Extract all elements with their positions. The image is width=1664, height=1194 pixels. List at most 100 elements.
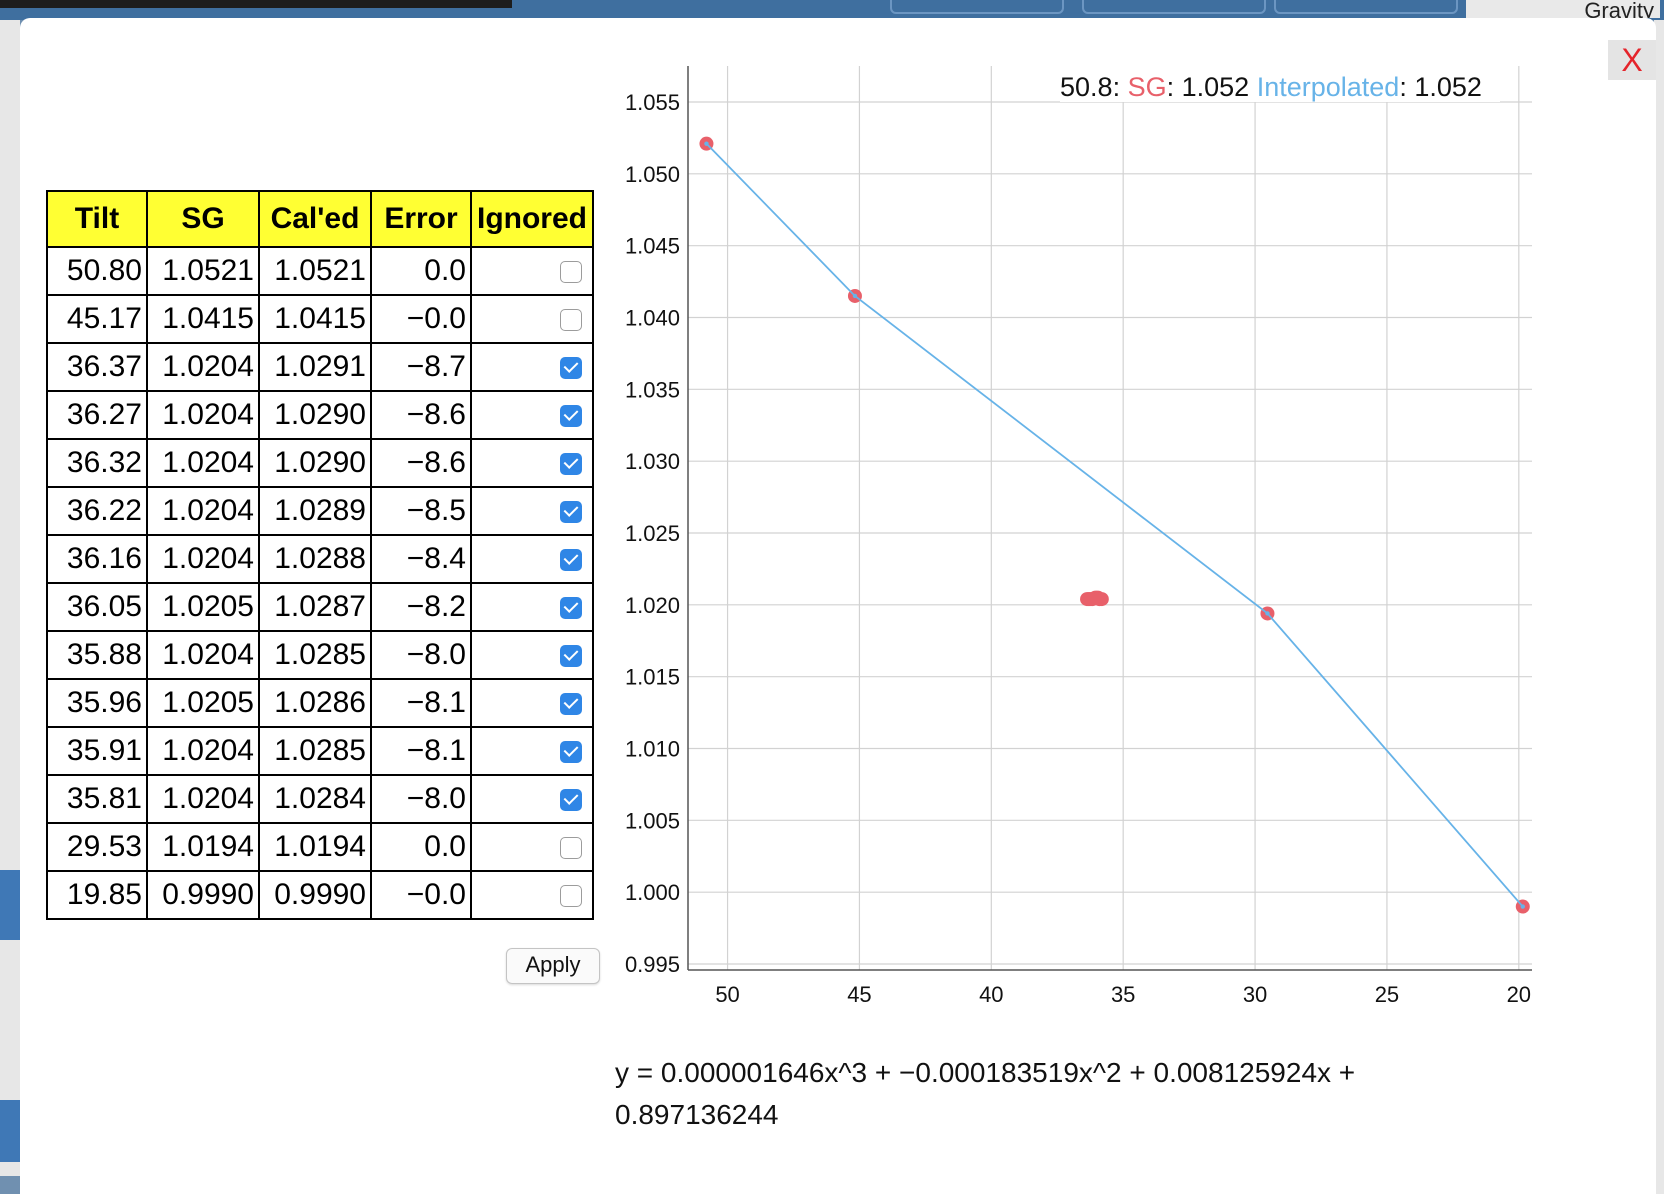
cell-sg: 1.0204 bbox=[146, 486, 260, 536]
ignored-checkbox[interactable] bbox=[560, 405, 582, 428]
cell-tilt: 36.32 bbox=[46, 438, 148, 488]
cell-caled: 1.0286 bbox=[258, 678, 372, 728]
cell-error: −8.2 bbox=[370, 582, 472, 632]
cell-caled: 1.0287 bbox=[258, 582, 372, 632]
background-tab bbox=[1274, 0, 1458, 14]
y-tick-label: 1.015 bbox=[625, 665, 680, 690]
table-row: 35.96 1.0205 1.0286 −8.1 bbox=[46, 678, 594, 728]
background-gravity-label: Gravity bbox=[1466, 0, 1660, 18]
x-tick-label: 40 bbox=[979, 982, 1003, 1007]
sg-data-point bbox=[1094, 592, 1109, 607]
ignored-checkbox[interactable] bbox=[560, 597, 582, 620]
chart-series bbox=[699, 136, 1530, 914]
cell-sg: 1.0204 bbox=[146, 390, 260, 440]
apply-button[interactable]: Apply bbox=[506, 948, 600, 984]
ignored-checkbox[interactable] bbox=[560, 693, 582, 716]
cell-caled: 1.0194 bbox=[258, 822, 372, 872]
cell-sg: 1.0204 bbox=[146, 726, 260, 776]
cell-ignored bbox=[470, 438, 594, 488]
cell-sg: 1.0204 bbox=[146, 342, 260, 392]
cell-caled: 1.0284 bbox=[258, 774, 372, 824]
x-axis-tick-labels: 50 45 40 35 30 25 20 bbox=[715, 982, 1531, 1007]
ignored-checkbox[interactable] bbox=[560, 741, 582, 764]
cell-sg: 1.0521 bbox=[146, 246, 260, 296]
cell-error: −0.0 bbox=[370, 294, 472, 344]
cell-error: −0.0 bbox=[370, 870, 472, 920]
ignored-checkbox[interactable] bbox=[560, 549, 582, 572]
cell-error: −8.5 bbox=[370, 486, 472, 536]
ignored-checkbox[interactable] bbox=[560, 309, 582, 332]
y-tick-label: 1.055 bbox=[625, 90, 680, 115]
table-header-row: Tilt SG Cal'ed Error Ignored bbox=[46, 190, 594, 248]
ignored-checkbox[interactable] bbox=[560, 261, 582, 284]
cell-caled: 1.0290 bbox=[258, 438, 372, 488]
ignored-checkbox[interactable] bbox=[560, 789, 582, 812]
background-tab bbox=[1082, 0, 1266, 14]
tooltip-colon: : bbox=[1113, 72, 1128, 102]
chart-tooltip: 50.8: SG: 1.052 Interpolated: 1.052 bbox=[1060, 60, 1500, 102]
x-tick-label: 50 bbox=[715, 982, 739, 1007]
ignored-checkbox[interactable] bbox=[560, 501, 582, 524]
calibration-dialog: X Tilt SG Cal'ed Error Ignored 50.80 1.05… bbox=[20, 18, 1656, 1194]
x-tick-label: 20 bbox=[1507, 982, 1531, 1007]
cell-ignored bbox=[470, 390, 594, 440]
table-row: 45.17 1.0415 1.0415 −0.0 bbox=[46, 294, 594, 344]
column-header-ignored: Ignored bbox=[470, 190, 594, 248]
background-blue-block bbox=[0, 870, 20, 940]
column-header-tilt: Tilt bbox=[46, 190, 148, 248]
cell-caled: 1.0285 bbox=[258, 726, 372, 776]
ignored-checkbox[interactable] bbox=[560, 357, 582, 380]
tooltip-x-value: 50.8 bbox=[1060, 72, 1113, 102]
column-header-caled: Cal'ed bbox=[258, 190, 372, 248]
column-header-error: Error bbox=[370, 190, 472, 248]
table-row: 36.37 1.0204 1.0291 −8.7 bbox=[46, 342, 594, 392]
cell-ignored bbox=[470, 582, 594, 632]
tooltip-background bbox=[1060, 60, 1500, 102]
cell-ignored bbox=[470, 486, 594, 536]
cell-error: 0.0 bbox=[370, 822, 472, 872]
cell-tilt: 36.22 bbox=[46, 486, 148, 536]
cell-caled: 1.0289 bbox=[258, 486, 372, 536]
cell-sg: 1.0205 bbox=[146, 678, 260, 728]
cell-error: −8.4 bbox=[370, 534, 472, 584]
cell-tilt: 36.16 bbox=[46, 534, 148, 584]
ignored-checkbox[interactable] bbox=[560, 453, 582, 476]
cell-tilt: 29.53 bbox=[46, 822, 148, 872]
close-button[interactable]: X bbox=[1608, 40, 1656, 80]
cell-tilt: 35.96 bbox=[46, 678, 148, 728]
table-row: 36.27 1.0204 1.0290 −8.6 bbox=[46, 390, 594, 440]
table-row: 36.22 1.0204 1.0289 −8.5 bbox=[46, 486, 594, 536]
cell-error: −8.0 bbox=[370, 774, 472, 824]
cell-error: −8.1 bbox=[370, 726, 472, 776]
background-top-bar: Gravity bbox=[0, 0, 1664, 20]
table-row: 35.91 1.0204 1.0285 −8.1 bbox=[46, 726, 594, 776]
x-tick-label: 25 bbox=[1375, 982, 1399, 1007]
cell-tilt: 36.27 bbox=[46, 390, 148, 440]
interpolated-point bbox=[1520, 904, 1525, 909]
background-gray-block bbox=[0, 1176, 20, 1194]
table-row: 36.16 1.0204 1.0288 −8.4 bbox=[46, 534, 594, 584]
cell-caled: 1.0285 bbox=[258, 630, 372, 680]
interpolated-point bbox=[704, 141, 709, 146]
tooltip-sg-label: SG bbox=[1128, 72, 1167, 102]
y-tick-label: 1.050 bbox=[625, 162, 680, 187]
cell-error: −8.1 bbox=[370, 678, 472, 728]
y-axis-tick-labels: 0.995 1.000 1.005 1.010 1.015 1.020 1.025 1.030… bbox=[625, 90, 680, 977]
tooltip-sg-value: 1.052 bbox=[1182, 72, 1250, 102]
cell-error: −8.6 bbox=[370, 390, 472, 440]
background-tab bbox=[890, 0, 1064, 14]
cell-ignored bbox=[470, 246, 594, 296]
cell-tilt: 35.91 bbox=[46, 726, 148, 776]
cell-sg: 1.0194 bbox=[146, 822, 260, 872]
cell-ignored bbox=[470, 630, 594, 680]
cell-caled: 1.0291 bbox=[258, 342, 372, 392]
cell-tilt: 45.17 bbox=[46, 294, 148, 344]
cell-error: −8.7 bbox=[370, 342, 472, 392]
ignored-checkbox[interactable] bbox=[560, 645, 582, 668]
ignored-checkbox[interactable] bbox=[560, 837, 582, 860]
tooltip-space bbox=[1249, 72, 1257, 102]
cell-sg: 1.0415 bbox=[146, 294, 260, 344]
y-tick-label: 1.010 bbox=[625, 737, 680, 762]
ignored-checkbox[interactable] bbox=[560, 885, 582, 908]
cell-sg: 1.0204 bbox=[146, 438, 260, 488]
